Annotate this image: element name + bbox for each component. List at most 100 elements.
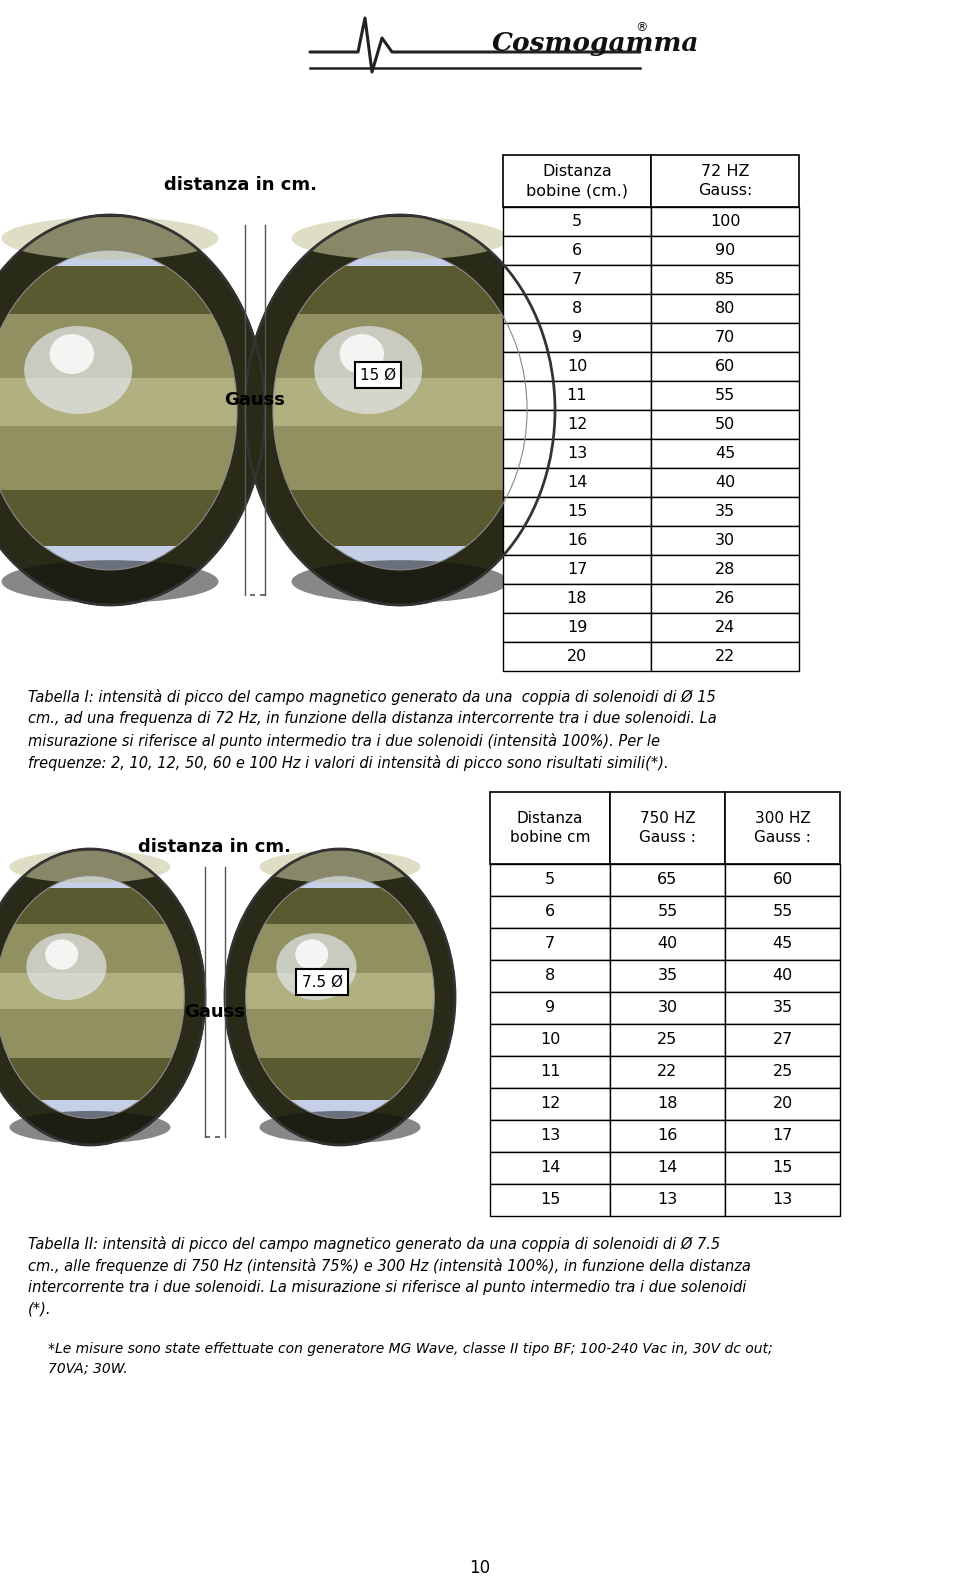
Ellipse shape — [2, 560, 219, 603]
Polygon shape — [0, 332, 221, 334]
Polygon shape — [278, 456, 521, 458]
Polygon shape — [0, 367, 232, 369]
Polygon shape — [0, 429, 236, 431]
Text: 80: 80 — [715, 302, 735, 316]
Text: 72 HZ
Gauss:: 72 HZ Gauss: — [698, 164, 753, 198]
Text: *Le misure sono state effettuate con generatore MG Wave, classe II tipo BF; 100-: *Le misure sono state effettuate con gen… — [48, 1342, 773, 1357]
Text: frequenze: 2, 10, 12, 50, 60 e 100 Hz i valori di intensità di picco sono risult: frequenze: 2, 10, 12, 50, 60 e 100 Hz i … — [28, 755, 668, 771]
Text: 6: 6 — [545, 905, 555, 919]
Polygon shape — [7, 316, 213, 318]
Polygon shape — [4, 322, 217, 324]
Text: 26: 26 — [715, 591, 735, 606]
Polygon shape — [651, 410, 799, 439]
Ellipse shape — [292, 560, 509, 603]
Polygon shape — [0, 433, 236, 434]
Text: 15: 15 — [772, 1160, 793, 1176]
Polygon shape — [725, 1120, 840, 1152]
Polygon shape — [0, 362, 231, 364]
Polygon shape — [0, 345, 227, 346]
Polygon shape — [0, 464, 229, 466]
Polygon shape — [296, 318, 504, 319]
Text: 24: 24 — [715, 619, 735, 635]
Text: 55: 55 — [658, 905, 678, 919]
Polygon shape — [651, 207, 799, 236]
Polygon shape — [0, 455, 231, 456]
Polygon shape — [275, 433, 526, 434]
Polygon shape — [293, 324, 508, 326]
Polygon shape — [294, 322, 507, 324]
Polygon shape — [281, 353, 518, 354]
Text: ®: ® — [635, 21, 647, 35]
Polygon shape — [503, 265, 651, 294]
Polygon shape — [0, 463, 229, 464]
Polygon shape — [282, 348, 517, 350]
Ellipse shape — [0, 215, 265, 605]
Polygon shape — [277, 369, 523, 370]
Polygon shape — [0, 450, 233, 452]
Polygon shape — [725, 1025, 840, 1057]
Polygon shape — [610, 961, 725, 993]
Ellipse shape — [45, 940, 78, 970]
Polygon shape — [490, 961, 610, 993]
Polygon shape — [276, 440, 525, 442]
Polygon shape — [610, 1025, 725, 1057]
Polygon shape — [0, 369, 233, 370]
Polygon shape — [490, 993, 610, 1025]
Polygon shape — [0, 480, 224, 482]
Text: 7: 7 — [545, 937, 555, 951]
Text: 65: 65 — [658, 873, 678, 887]
Polygon shape — [0, 482, 223, 484]
Polygon shape — [1, 327, 219, 329]
Text: 40: 40 — [658, 937, 678, 951]
Polygon shape — [610, 1120, 725, 1152]
Polygon shape — [274, 428, 526, 429]
Polygon shape — [503, 381, 651, 410]
Polygon shape — [284, 343, 516, 345]
Polygon shape — [0, 377, 234, 378]
Polygon shape — [610, 792, 725, 863]
Text: 45: 45 — [715, 445, 735, 461]
Polygon shape — [651, 496, 799, 527]
Text: 13: 13 — [540, 1128, 560, 1143]
Text: 22: 22 — [715, 650, 735, 664]
Polygon shape — [276, 442, 524, 444]
Ellipse shape — [276, 934, 356, 1001]
Text: 60: 60 — [773, 873, 793, 887]
Polygon shape — [0, 477, 225, 479]
Text: misurazione si riferisce al punto intermedio tra i due solenoidi (intensità 100%: misurazione si riferisce al punto interm… — [28, 733, 660, 749]
Polygon shape — [725, 792, 840, 863]
Polygon shape — [278, 364, 522, 365]
Polygon shape — [490, 792, 610, 863]
Polygon shape — [295, 321, 506, 322]
Polygon shape — [0, 452, 232, 453]
Polygon shape — [284, 345, 516, 346]
Polygon shape — [503, 439, 651, 468]
Polygon shape — [277, 452, 522, 453]
Ellipse shape — [296, 940, 328, 970]
Polygon shape — [0, 431, 236, 433]
Polygon shape — [277, 450, 523, 452]
Text: Gauss: Gauss — [184, 1002, 246, 1021]
Polygon shape — [0, 348, 228, 350]
Polygon shape — [279, 461, 520, 463]
Polygon shape — [610, 895, 725, 927]
Text: 18: 18 — [566, 591, 588, 606]
Polygon shape — [503, 322, 651, 353]
Polygon shape — [0, 471, 228, 472]
Polygon shape — [285, 342, 516, 343]
Polygon shape — [0, 485, 222, 487]
Ellipse shape — [24, 326, 132, 413]
Text: Tabella I: intensità di picco del campo magnetico generato da una  coppia di sol: Tabella I: intensità di picco del campo … — [28, 689, 716, 705]
Text: 25: 25 — [658, 1033, 678, 1047]
Polygon shape — [725, 927, 840, 961]
Text: 7.5 Ø: 7.5 Ø — [301, 975, 343, 990]
Text: 10: 10 — [540, 1033, 561, 1047]
Polygon shape — [725, 895, 840, 927]
Polygon shape — [0, 343, 226, 345]
Polygon shape — [290, 330, 511, 332]
Polygon shape — [490, 1120, 610, 1152]
Polygon shape — [289, 487, 511, 488]
Polygon shape — [490, 1025, 610, 1057]
Polygon shape — [283, 472, 516, 474]
Polygon shape — [0, 428, 236, 429]
